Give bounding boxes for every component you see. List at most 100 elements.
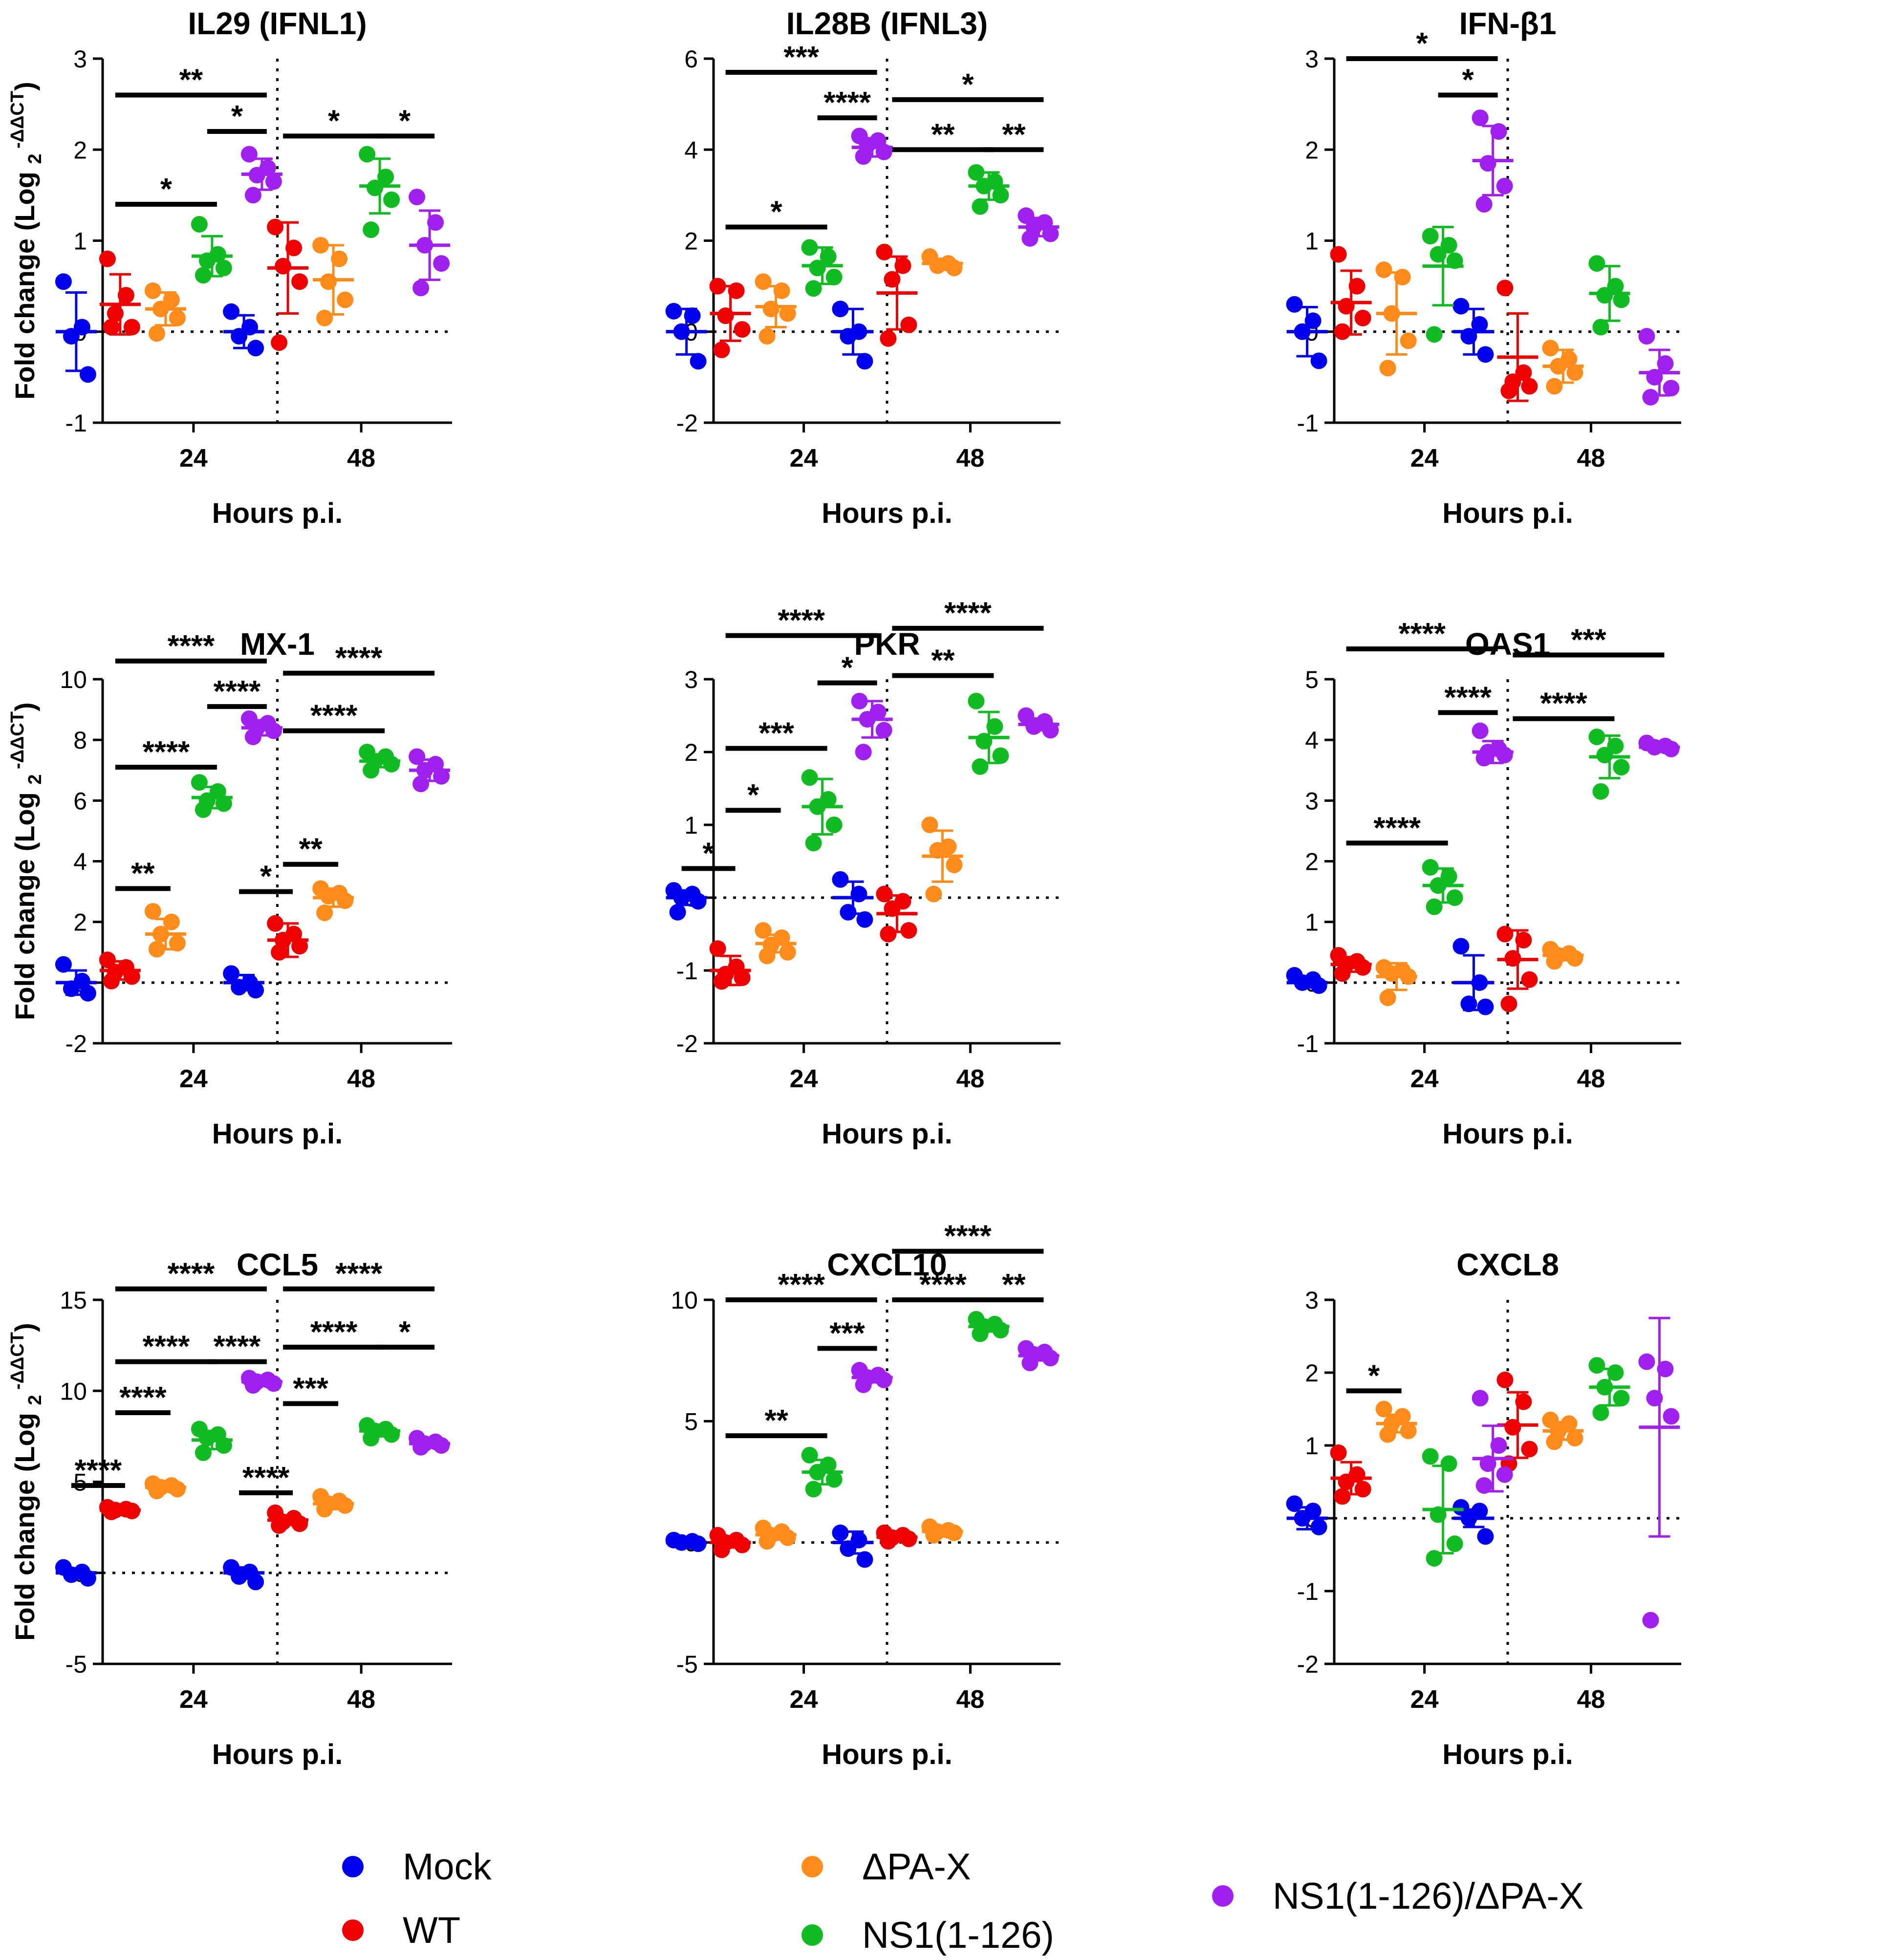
x-tick-label: 24 [1410, 444, 1439, 473]
data-point-ns1 [820, 248, 837, 265]
data-point-mock [1471, 316, 1488, 333]
x-tick-label: 48 [347, 1065, 375, 1093]
data-point-dpax [759, 948, 776, 965]
data-point-ns1dpax [1496, 177, 1513, 194]
y-tick-label: 3 [73, 45, 87, 73]
data-point-wt [1496, 280, 1514, 297]
data-point-ns1 [801, 769, 818, 786]
data-point-mock [832, 1524, 849, 1541]
data-point-wt [728, 282, 745, 299]
significance-label: **** [119, 1381, 167, 1415]
data-point-mock [690, 893, 707, 910]
significance-label: **** [1444, 681, 1492, 714]
panel-title: IL28B (IFNL3) [786, 6, 988, 41]
data-point-dpax [1546, 1433, 1563, 1450]
significance-label: * [1416, 27, 1429, 61]
data-point-wt [884, 271, 901, 288]
data-point-wt [99, 951, 116, 969]
significance-label: ** [764, 1404, 788, 1438]
legend-item-dpax: ΔPA-X [802, 1842, 971, 1891]
data-point-ns1dpax [409, 189, 426, 206]
data-point-wt [734, 1536, 751, 1553]
y-tick-label: 3 [684, 666, 698, 693]
y-tick-label: 2 [684, 739, 698, 766]
data-point-ns1 [825, 1471, 843, 1488]
data-point-ns1dpax [1496, 747, 1513, 764]
x-axis-title: Hours p.i. [212, 497, 343, 529]
legend-label-mock: Mock [403, 1846, 492, 1888]
panel-title: IL29 (IFNL1) [188, 6, 367, 41]
data-point-ns1 [1426, 1550, 1443, 1567]
y-tick-label: 2 [1305, 136, 1319, 164]
significance-label: *** [829, 1316, 865, 1350]
y-axis-title-sub: 2 [25, 149, 45, 164]
y-axis-title-sub: 2 [25, 769, 45, 785]
y-tick-label: -5 [65, 1651, 87, 1678]
significance-label: **** [335, 642, 383, 675]
y-tick-label: -2 [676, 1030, 698, 1057]
data-point-ns1dpax [433, 255, 450, 272]
data-point-dpax [1546, 953, 1563, 970]
data-point-ns1dpax [1642, 1612, 1659, 1629]
legend-item-ns1: NS1(1-126) [802, 1911, 1054, 1960]
y-tick-label: 8 [73, 727, 87, 754]
data-point-ns1 [801, 1446, 818, 1464]
x-tick-label: 24 [790, 1065, 818, 1093]
data-point-wt [1521, 1441, 1538, 1458]
panel-7: CCL5-50510152448Hours p.i.Fold change (L… [7, 1247, 452, 1770]
data-point-wt [117, 287, 134, 304]
significance-label: **** [75, 1454, 122, 1487]
y-tick-label: 5 [1305, 666, 1319, 693]
significance-label: * [160, 172, 173, 206]
data-point-ns1 [1446, 1535, 1463, 1552]
data-point-ns1 [992, 187, 1009, 204]
data-point-ns1 [801, 239, 818, 256]
data-point-ns1 [1440, 1455, 1457, 1472]
data-point-dpax [337, 892, 354, 909]
data-point-mock [1460, 995, 1477, 1012]
significance-label: *** [759, 717, 794, 751]
data-point-mock [665, 302, 682, 320]
data-point-wt [717, 307, 734, 324]
data-point-dpax [144, 282, 161, 299]
y-axis-title-main: Fold change (Log [9, 164, 40, 400]
y-axis-title-sub: 2 [25, 1390, 45, 1405]
data-point-dpax [773, 282, 790, 299]
legend-label-ns1dpax: NS1(1-126)/ΔPA-X [1273, 1875, 1584, 1917]
data-point-dpax [169, 1481, 186, 1498]
y-tick-label: 4 [73, 848, 87, 876]
y-tick-label: 1 [684, 812, 698, 839]
y-tick-label: 2 [1305, 1359, 1319, 1387]
legend-marker-ns1dpax [1212, 1885, 1234, 1907]
data-point-ns1dpax [1638, 328, 1655, 345]
data-point-ns1 [215, 259, 232, 277]
data-point-mock [1477, 346, 1494, 363]
significance-label: * [703, 837, 715, 870]
data-point-mock [1304, 312, 1322, 329]
panel-3: IFN-β1-101232448Hours p.i.** [1286, 6, 1681, 529]
data-point-mock [247, 340, 264, 357]
data-point-dpax [163, 913, 180, 930]
data-point-ns1dpax [1475, 750, 1493, 767]
data-point-ns1dpax [1472, 722, 1489, 739]
data-point-mock [856, 911, 873, 928]
x-tick-label: 48 [347, 1685, 375, 1714]
data-point-ns1 [968, 164, 985, 181]
significance-label: **** [214, 675, 261, 709]
x-tick-label: 48 [1577, 1685, 1605, 1714]
data-point-ns1 [198, 1430, 216, 1447]
data-point-ns1 [992, 747, 1009, 764]
data-point-dpax [1379, 1426, 1396, 1443]
data-point-dpax [148, 325, 165, 342]
data-point-ns1dpax [244, 187, 261, 204]
data-point-mock [247, 1573, 264, 1591]
data-point-ns1 [1422, 228, 1439, 245]
data-point-wt [1515, 1393, 1532, 1410]
data-point-dpax [762, 301, 780, 318]
data-point-dpax [1375, 1400, 1392, 1418]
significance-label: ** [931, 118, 955, 151]
data-point-ns1dpax [265, 722, 282, 739]
panel-title: PKR [854, 626, 920, 662]
data-point-dpax [1379, 989, 1396, 1006]
data-point-wt [1504, 1419, 1521, 1436]
